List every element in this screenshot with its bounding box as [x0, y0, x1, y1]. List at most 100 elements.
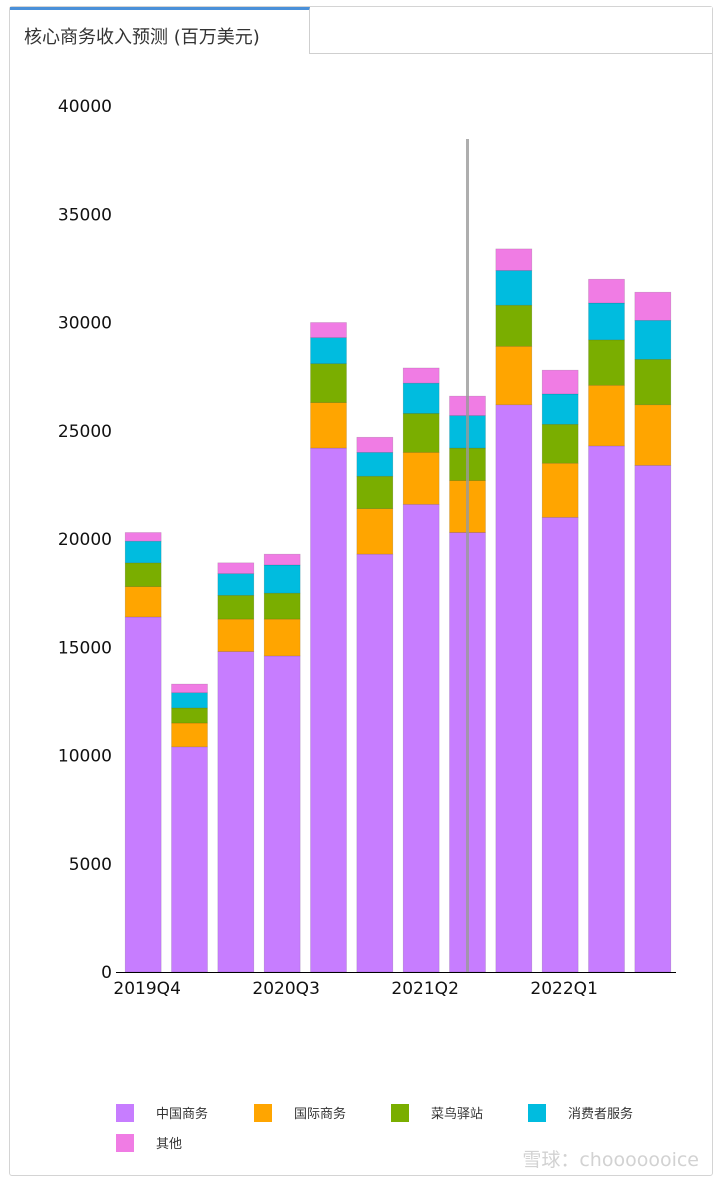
- bar-segment-5[interactable]: [541, 369, 579, 395]
- bar-segment-5[interactable]: [310, 322, 347, 338]
- bar-stack-2021Q1[interactable]: [356, 436, 394, 973]
- legend-label: 消费者服务: [568, 1106, 633, 1122]
- bar-segment-3[interactable]: [541, 423, 579, 464]
- bar-segment-1[interactable]: [124, 616, 162, 973]
- y-tick-label: 10000: [58, 747, 112, 767]
- bar-segment-2[interactable]: [541, 462, 579, 518]
- bar-segment-1[interactable]: [217, 651, 255, 973]
- bar-segment-3[interactable]: [588, 339, 625, 386]
- bar-stack-2022Q3[interactable]: [634, 291, 672, 973]
- y-tick-label: 15000: [58, 638, 112, 658]
- bar-segment-2[interactable]: [263, 618, 301, 657]
- y-tick-label: 35000: [58, 205, 112, 225]
- y-tick-label: 25000: [58, 422, 112, 442]
- bar-stack-2020Q3[interactable]: [263, 553, 301, 973]
- bar-segment-3[interactable]: [356, 475, 394, 509]
- bar-segment-5[interactable]: [217, 562, 255, 574]
- bar-segment-4[interactable]: [402, 382, 440, 414]
- bar-segment-1[interactable]: [310, 447, 347, 973]
- legend-swatch: [528, 1104, 546, 1122]
- bar-stack-2022Q2[interactable]: [588, 278, 625, 973]
- bar-stack-2021Q4[interactable]: [495, 248, 533, 973]
- bar-segment-1[interactable]: [588, 445, 625, 973]
- bar-segment-5[interactable]: [263, 553, 301, 566]
- bar-segment-4[interactable]: [217, 573, 255, 596]
- bar-segment-3[interactable]: [310, 363, 347, 403]
- legend-label: 菜鸟驿站: [431, 1106, 483, 1122]
- y-tick-label: 40000: [58, 97, 112, 117]
- bar-segment-4[interactable]: [310, 337, 347, 364]
- bar-stack-2022Q1[interactable]: [541, 369, 579, 973]
- bar-segment-3[interactable]: [171, 707, 208, 724]
- bar-segment-1[interactable]: [495, 404, 533, 973]
- bar-segment-2[interactable]: [217, 618, 255, 652]
- bar-segment-4[interactable]: [171, 692, 208, 709]
- bar-segment-5[interactable]: [124, 532, 162, 542]
- bar-segment-1[interactable]: [541, 517, 579, 973]
- bar-stack-2021Q2[interactable]: [402, 367, 440, 973]
- tab-strip: 核心商务收入预测 (百万美元): [10, 7, 712, 54]
- y-tick-label: 30000: [58, 314, 112, 334]
- bar-segment-4[interactable]: [356, 452, 394, 477]
- x-axis: 2019Q4 2020Q3 2021Q2 2022Q1: [113, 979, 597, 999]
- bar-segment-1[interactable]: [634, 465, 672, 973]
- bar-segment-1[interactable]: [402, 504, 440, 973]
- bar-stack-2020Q4[interactable]: [310, 322, 347, 973]
- legend-label: 其他: [156, 1137, 182, 1152]
- x-tick-label: 2019Q4: [113, 979, 180, 999]
- y-tick-label: 5000: [69, 855, 112, 875]
- x-tick-label: 2021Q2: [391, 979, 458, 999]
- legend-label: 国际商务: [294, 1106, 346, 1122]
- bar-segment-3[interactable]: [217, 594, 255, 620]
- bar-segment-4[interactable]: [541, 393, 579, 425]
- bar-segment-5[interactable]: [495, 248, 533, 271]
- bar-segment-2[interactable]: [356, 508, 394, 555]
- bar-segment-2[interactable]: [634, 404, 672, 466]
- bar-segment-4[interactable]: [124, 540, 162, 564]
- bar-segment-2[interactable]: [402, 452, 440, 505]
- bar-segment-3[interactable]: [634, 359, 672, 406]
- bar-segment-5[interactable]: [588, 278, 625, 304]
- tab-label: 核心商务收入预测 (百万美元): [24, 27, 260, 48]
- bar-segment-2[interactable]: [310, 402, 347, 449]
- bar-stack-2020Q1[interactable]: [171, 683, 208, 973]
- legend-swatch: [391, 1104, 409, 1122]
- bar-segment-4[interactable]: [588, 302, 625, 341]
- bar-segment-2[interactable]: [171, 722, 208, 748]
- bar-segment-1[interactable]: [263, 655, 301, 973]
- legend-item[interactable]: 其他: [116, 1134, 182, 1152]
- bar-segment-2[interactable]: [124, 586, 162, 618]
- bar-segment-2[interactable]: [495, 346, 533, 406]
- bar-segment-4[interactable]: [263, 564, 301, 594]
- legend-item[interactable]: 中国商务: [116, 1104, 208, 1122]
- y-tick-label: 0: [101, 963, 112, 983]
- legend-swatch: [116, 1104, 134, 1122]
- bar-segment-4[interactable]: [634, 320, 672, 360]
- bar-segment-3[interactable]: [263, 592, 301, 620]
- bar-segment-5[interactable]: [171, 683, 208, 694]
- bar-segment-2[interactable]: [588, 384, 625, 447]
- bar-segment-4[interactable]: [495, 270, 533, 306]
- legend-swatch: [254, 1104, 272, 1122]
- bar-segment-1[interactable]: [171, 746, 208, 973]
- bar-segment-5[interactable]: [356, 436, 394, 453]
- bar-stack-2020Q2[interactable]: [217, 562, 255, 973]
- bar-segment-3[interactable]: [495, 304, 533, 347]
- bar-segment-1[interactable]: [356, 553, 394, 973]
- bar-segment-3[interactable]: [124, 562, 162, 587]
- tab-core-commerce-forecast[interactable]: 核心商务收入预测 (百万美元): [10, 7, 310, 54]
- legend-item[interactable]: 国际商务: [254, 1104, 346, 1122]
- bar-segment-3[interactable]: [402, 413, 440, 453]
- legend-item[interactable]: 消费者服务: [528, 1104, 633, 1122]
- legend-label: 中国商务: [156, 1106, 208, 1122]
- bars: [124, 248, 672, 973]
- x-tick-label: 2020Q3: [252, 979, 319, 999]
- bar-segment-5[interactable]: [634, 291, 672, 321]
- y-tick-label: 20000: [58, 530, 112, 550]
- legend-item[interactable]: 菜鸟驿站: [391, 1104, 483, 1122]
- legend-swatch: [116, 1134, 134, 1152]
- bar-segment-5[interactable]: [402, 367, 440, 384]
- y-axis: 0 5000 10000 15000 20000 25000 30000 35000 40000: [58, 97, 112, 983]
- bar-stack-2019Q4[interactable]: [124, 532, 162, 973]
